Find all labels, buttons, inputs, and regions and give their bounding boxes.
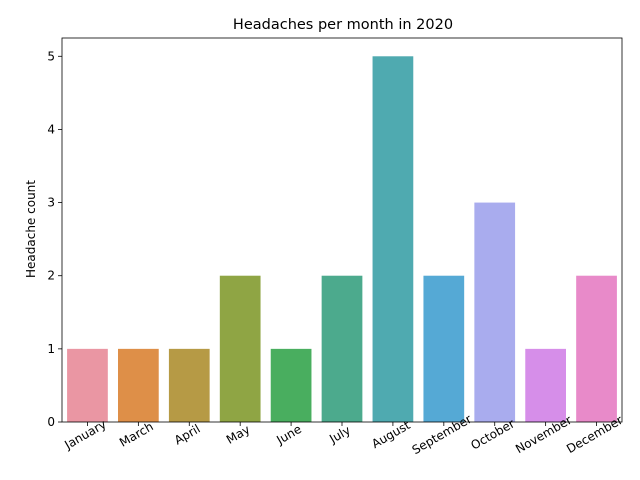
y-tick-label: 2 bbox=[47, 269, 55, 283]
bar-july bbox=[321, 275, 363, 422]
x-tick-label-may: May bbox=[224, 422, 252, 447]
x-tick-label-july: July bbox=[326, 423, 353, 446]
y-tick-label: 1 bbox=[47, 342, 55, 356]
y-tick-label: 3 bbox=[47, 196, 55, 210]
x-tick-label-january: January bbox=[61, 417, 108, 452]
y-axis-label: Headache count bbox=[24, 180, 38, 278]
bar-may bbox=[219, 275, 261, 422]
y-tick-label: 5 bbox=[47, 49, 55, 63]
x-tick-label-june: June bbox=[273, 422, 304, 448]
plot-frame bbox=[61, 37, 623, 423]
x-tick-label-august: August bbox=[369, 418, 413, 451]
bars-group bbox=[67, 56, 617, 422]
bar-november bbox=[525, 348, 566, 422]
axes-frame bbox=[61, 37, 623, 423]
y-tick-label: 0 bbox=[47, 415, 55, 429]
bar-january bbox=[67, 348, 108, 422]
x-tick-label-april: April bbox=[172, 422, 203, 448]
bar-august bbox=[372, 56, 414, 422]
y-tick-label: 4 bbox=[47, 122, 55, 136]
bar-september bbox=[423, 275, 465, 422]
x-tick-label-march: March bbox=[117, 419, 156, 449]
bar-april bbox=[168, 348, 210, 422]
bar-october bbox=[474, 202, 516, 422]
bar-december bbox=[576, 275, 617, 422]
y-axis-ticks: 0 1 2 3 4 5 bbox=[47, 49, 62, 429]
bar-june bbox=[270, 348, 312, 422]
bar-march bbox=[118, 348, 159, 422]
chart-title: Headaches per month in 2020 bbox=[233, 17, 453, 33]
